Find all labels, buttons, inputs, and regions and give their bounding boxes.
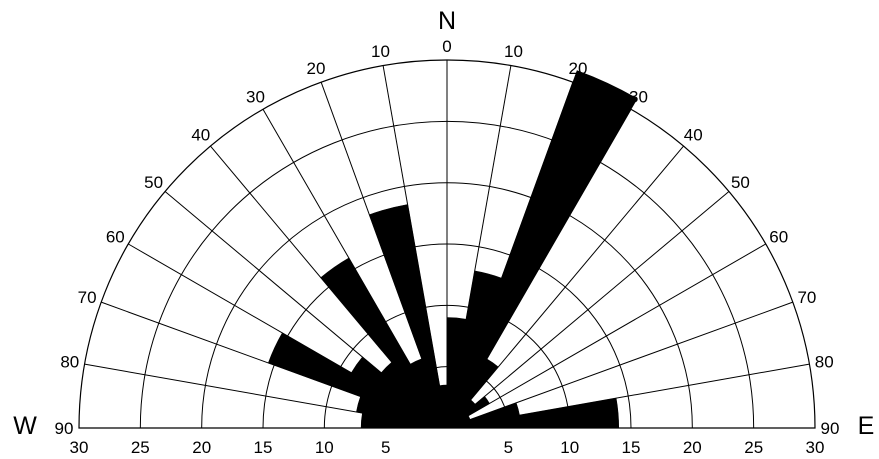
radial-tick-label: 15 <box>254 438 273 457</box>
radial-tick-label: 15 <box>622 438 641 457</box>
radial-tick-label: 30 <box>70 438 89 457</box>
angle-tick-label: 70 <box>78 288 97 307</box>
radial-tick-label: 30 <box>806 438 825 457</box>
angle-tick-label: 60 <box>769 228 788 247</box>
angle-tick-label-zero: 0 <box>442 37 451 56</box>
angle-tick-label: 60 <box>106 228 125 247</box>
angle-tick-label: 40 <box>191 126 210 145</box>
angle-tick-label: 50 <box>144 173 163 192</box>
outer-arc <box>78 59 816 429</box>
radial-tick-label: 10 <box>315 438 334 457</box>
angle-tick-label: 40 <box>684 126 703 145</box>
radial-tick-label: 5 <box>504 438 513 457</box>
west-label: W <box>13 412 37 440</box>
rose-petals <box>267 70 638 429</box>
rose-petal <box>446 70 638 429</box>
angle-tick-label: 80 <box>60 353 79 372</box>
angle-tick-label: 70 <box>797 288 816 307</box>
angle-tick-label: 10 <box>504 42 523 61</box>
rose-petal <box>446 358 499 429</box>
outer-boundary <box>78 59 816 429</box>
radial-tick-label: 20 <box>683 438 702 457</box>
rose-petal <box>267 332 448 429</box>
radial-tick-label: 25 <box>131 438 150 457</box>
grid-spoke <box>446 191 730 429</box>
rose-petal <box>350 356 448 429</box>
rose-petal <box>446 396 490 429</box>
grid-spoke <box>446 243 766 429</box>
angle-tick-label: 10 <box>371 42 390 61</box>
angle-tick-label: 50 <box>731 173 750 192</box>
angle-tick-label: 90 <box>821 419 840 438</box>
angle-tick-label: 20 <box>307 59 326 78</box>
angle-tick-label: 90 <box>55 419 74 438</box>
north-label: N <box>438 7 456 35</box>
radial-tick-label: 5 <box>381 438 390 457</box>
radial-tick-label: 10 <box>560 438 579 457</box>
angle-tick-label: 30 <box>246 87 265 106</box>
angle-tick-label: 30 <box>629 87 648 106</box>
radial-tick-label: 20 <box>192 438 211 457</box>
rose-petal <box>320 257 448 429</box>
angle-tick-label: 80 <box>815 353 834 372</box>
rose-petal <box>368 204 448 429</box>
radial-tick-label: 25 <box>744 438 763 457</box>
angle-tick-label: 20 <box>569 59 588 78</box>
east-label: E <box>858 412 875 440</box>
